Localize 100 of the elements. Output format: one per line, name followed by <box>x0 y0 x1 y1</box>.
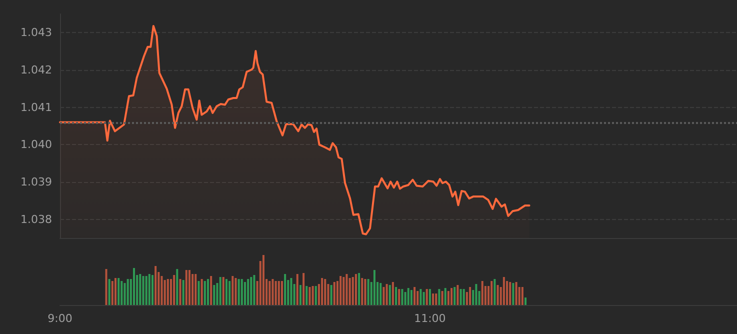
bar <box>173 275 176 305</box>
bar <box>170 279 172 305</box>
bar <box>395 287 398 305</box>
bar <box>490 281 493 305</box>
bar <box>160 276 163 305</box>
bar <box>469 287 472 305</box>
bar <box>388 285 391 305</box>
bar <box>509 282 512 305</box>
bar <box>204 281 206 305</box>
bar <box>438 289 440 305</box>
bar <box>404 292 406 305</box>
bar <box>278 281 280 305</box>
bar <box>524 298 527 305</box>
bar <box>454 287 456 305</box>
bar <box>142 276 144 305</box>
bar <box>240 279 243 305</box>
y-tick-label: 1.039 <box>20 176 52 188</box>
bar <box>188 270 190 305</box>
bar <box>422 292 425 305</box>
bar <box>206 279 209 305</box>
bar <box>314 286 317 305</box>
bar <box>222 277 224 305</box>
bar <box>290 278 292 305</box>
bar <box>410 290 412 305</box>
bar <box>416 291 419 305</box>
bar <box>475 284 478 305</box>
bar <box>274 281 277 305</box>
bar <box>244 282 246 305</box>
bar <box>426 289 428 305</box>
bar <box>179 279 182 305</box>
bar <box>414 287 416 305</box>
bar <box>139 274 142 305</box>
bar <box>494 279 496 305</box>
bar <box>114 278 116 305</box>
bar <box>512 283 514 305</box>
bar <box>200 279 203 305</box>
bar <box>151 275 154 305</box>
bar <box>228 281 231 305</box>
bar <box>428 289 431 305</box>
bar <box>506 281 508 305</box>
bar <box>250 277 252 305</box>
y-tick-label: 1.040 <box>20 138 52 152</box>
bar <box>342 277 345 305</box>
bar <box>352 277 354 305</box>
bar <box>118 278 120 305</box>
bar <box>213 285 216 305</box>
bar <box>312 286 314 305</box>
bar <box>432 294 434 305</box>
bar <box>284 274 286 305</box>
bar <box>358 273 360 305</box>
bar <box>364 279 366 305</box>
bar <box>247 279 250 305</box>
bar <box>367 279 370 305</box>
bar <box>253 275 256 305</box>
bar <box>340 276 342 305</box>
bar <box>496 285 499 305</box>
bar <box>148 274 150 305</box>
bar <box>444 288 446 305</box>
bar <box>447 291 450 305</box>
bar <box>145 276 148 305</box>
bar <box>348 278 351 305</box>
bar <box>192 274 194 305</box>
bar <box>132 268 135 305</box>
bar <box>302 273 305 305</box>
bar <box>210 276 212 305</box>
bar <box>502 277 505 305</box>
bar <box>238 279 240 305</box>
bar <box>361 278 364 305</box>
bar <box>330 285 332 305</box>
bar <box>324 279 326 305</box>
bar <box>456 285 459 305</box>
bar <box>346 274 348 305</box>
y-tick-label: 1.038 <box>20 212 52 226</box>
bar <box>521 287 524 305</box>
bar <box>386 284 388 305</box>
bar <box>194 274 197 305</box>
bar <box>373 270 376 305</box>
bar <box>232 276 234 305</box>
bar <box>198 281 200 305</box>
bar <box>225 279 228 305</box>
bar <box>176 269 178 305</box>
bar <box>380 283 382 305</box>
bar <box>120 281 123 305</box>
bar <box>272 279 274 305</box>
bar <box>308 287 311 305</box>
x-tick-label: 9:00 <box>48 312 72 325</box>
bar <box>111 281 114 305</box>
bar <box>481 281 484 305</box>
bar <box>321 278 324 305</box>
bar <box>392 282 394 305</box>
bar <box>105 269 108 305</box>
bar <box>515 282 518 305</box>
x-tick-label: 11:00 <box>414 312 446 325</box>
bar <box>219 277 222 305</box>
y-tick-label: 1.042 <box>20 64 52 76</box>
bar <box>450 288 453 305</box>
bar <box>460 289 462 305</box>
y-tick-label: 1.043 <box>20 26 52 40</box>
bar <box>234 278 237 305</box>
bar <box>354 274 357 305</box>
